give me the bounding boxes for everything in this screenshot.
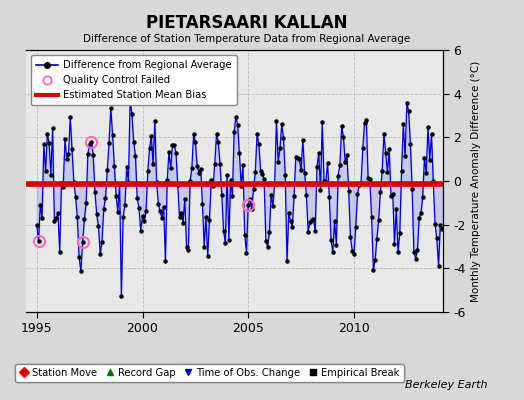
Text: Difference of Station Temperature Data from Regional Average: Difference of Station Temperature Data f… (83, 34, 410, 44)
Text: Berkeley Earth: Berkeley Earth (405, 380, 487, 390)
Legend: Station Move, Record Gap, Time of Obs. Change, Empirical Break: Station Move, Record Gap, Time of Obs. C… (15, 364, 404, 382)
Text: PIETARSAARI KALLAN: PIETARSAARI KALLAN (146, 14, 347, 32)
Y-axis label: Monthly Temperature Anomaly Difference (°C): Monthly Temperature Anomaly Difference (… (471, 60, 481, 302)
